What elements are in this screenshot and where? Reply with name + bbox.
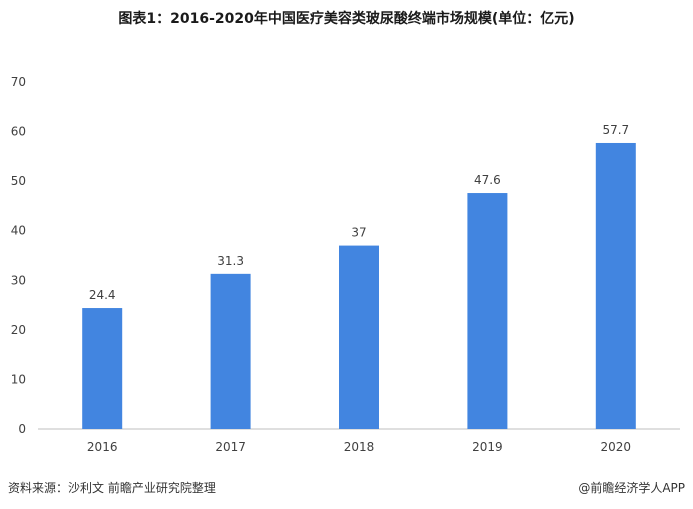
- bar-2018: [339, 245, 379, 429]
- x-axis-labels: 2016 2017 2018 2019 2020: [87, 440, 631, 454]
- bar-2016: [82, 308, 123, 429]
- bar-2017: [210, 273, 251, 429]
- y-tick-label: 50: [11, 174, 26, 188]
- y-tick-label: 10: [11, 372, 26, 386]
- y-tick-label: 20: [11, 323, 26, 337]
- y-tick-label: 40: [11, 224, 26, 238]
- y-tick-label: 60: [11, 125, 26, 139]
- y-tick-label: 30: [11, 273, 26, 287]
- bars: [82, 142, 636, 430]
- data-label-2017: 31.3: [217, 254, 244, 268]
- x-tick-label-2017: 2017: [215, 440, 246, 454]
- x-tick-label-2020: 2020: [601, 440, 632, 454]
- x-tick-label-2019: 2019: [472, 440, 503, 454]
- y-axis: 0 10 20 30 40 50 60 70: [11, 75, 26, 436]
- data-label-2016: 24.4: [89, 288, 116, 302]
- y-tick-label: 0: [18, 422, 26, 436]
- y-tick-label: 70: [11, 75, 26, 89]
- x-tick-label-2018: 2018: [344, 440, 375, 454]
- brand-credit: @前瞻经济学人APP: [578, 481, 685, 495]
- data-labels: 24.4 31.3 37 47.6 57.7: [89, 123, 629, 302]
- source-note: 资料来源：沙利文 前瞻产业研究院整理: [8, 481, 216, 495]
- bar-2020: [595, 142, 636, 430]
- data-label-2018: 37: [351, 226, 366, 240]
- chart-title: 图表1：2016-2020年中国医疗美容类玻尿酸终端市场规模(单位：亿元): [118, 11, 575, 27]
- bar-2019: [467, 193, 508, 429]
- data-label-2019: 47.6: [474, 173, 501, 187]
- x-tick-label-2016: 2016: [87, 440, 118, 454]
- data-label-2020: 57.7: [602, 123, 629, 137]
